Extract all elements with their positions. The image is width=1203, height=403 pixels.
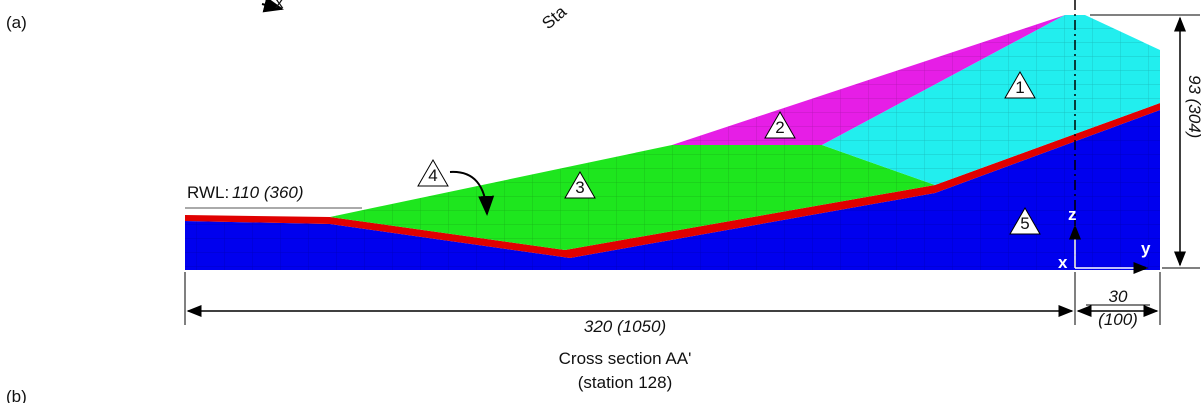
zone-marker: 4 — [417, 158, 449, 187]
zone-label: 2 — [775, 118, 784, 137]
caption-title: Cross section AA' — [559, 349, 692, 368]
axis-label: x — [1058, 253, 1068, 272]
axis-arrow — [261, 0, 284, 13]
zone-label: 3 — [575, 178, 584, 197]
zone-label: 4 — [428, 166, 437, 185]
caption-station: (station 128) — [578, 373, 673, 392]
dimension-lines — [184, 14, 1200, 325]
zone-marker: 2 — [764, 110, 796, 139]
panel-label: (b) — [6, 387, 27, 403]
mesh — [672, 15, 1065, 145]
mesh — [185, 110, 1160, 270]
dimension-label: 320 (1050) — [584, 317, 666, 336]
zone-marker: 1 — [1004, 70, 1036, 99]
station-fragment: Sta — [538, 2, 570, 33]
axis-fragment: x — [275, 0, 284, 12]
panel-label: (a) — [6, 13, 27, 32]
zone-marker: 3 — [564, 170, 596, 199]
mesh — [330, 145, 935, 250]
mesh — [822, 15, 1160, 185]
liner — [185, 103, 1160, 258]
dimension-label: 93 (304) — [1185, 75, 1203, 138]
pointer-arrow — [449, 170, 495, 216]
axis-label: z — [1068, 205, 1077, 224]
zone-label: 1 — [1015, 78, 1024, 97]
water-label: RWL: — [187, 183, 229, 202]
zone-marker: 5 — [1009, 206, 1041, 235]
dimension-label: (100) — [1098, 310, 1138, 329]
axis-label: y — [1141, 239, 1151, 258]
dimension-label: 30 — [1109, 287, 1128, 306]
water-value: 110 (360) — [232, 183, 304, 202]
zone-label: 5 — [1020, 214, 1029, 233]
